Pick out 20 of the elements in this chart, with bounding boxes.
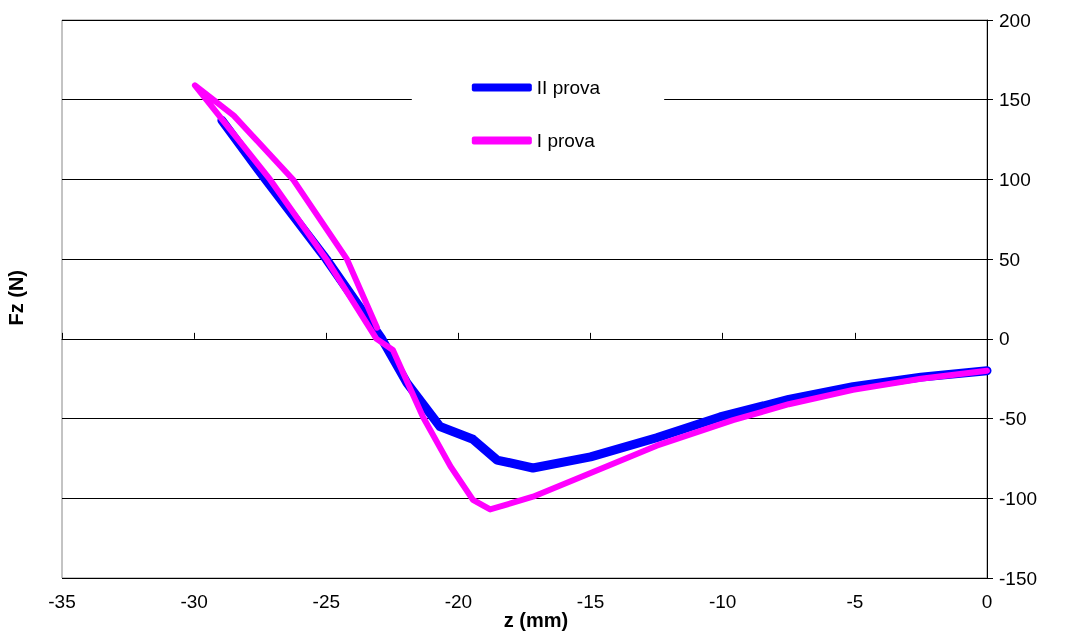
y-tick-label: -150	[999, 567, 1038, 589]
y-tick-label: -100	[999, 487, 1038, 509]
x-tick-label: -25	[312, 591, 341, 612]
y-tick-label: 0	[999, 328, 1010, 350]
x-tick-label: -35	[48, 591, 76, 612]
y-tick-label: 50	[999, 248, 1021, 270]
x-tick-label: -5	[846, 591, 864, 612]
y-tick-label: -50	[999, 408, 1027, 430]
x-tick-label: -15	[576, 591, 605, 612]
x-axis-title: z (mm)	[503, 609, 569, 631]
x-tick-label: 0	[981, 591, 993, 612]
x-tick-label: -10	[708, 591, 737, 612]
y-tick-label: 150	[999, 89, 1031, 111]
legend-label: II prova	[536, 77, 601, 98]
y-tick-label: 200	[999, 9, 1031, 31]
x-tick-label: -30	[180, 591, 208, 612]
y-axis-title: Fz (N)	[5, 269, 27, 326]
x-tick-label: -20	[444, 591, 473, 612]
y-tick-label: 100	[999, 168, 1031, 190]
legend-label: I prova	[536, 130, 596, 151]
